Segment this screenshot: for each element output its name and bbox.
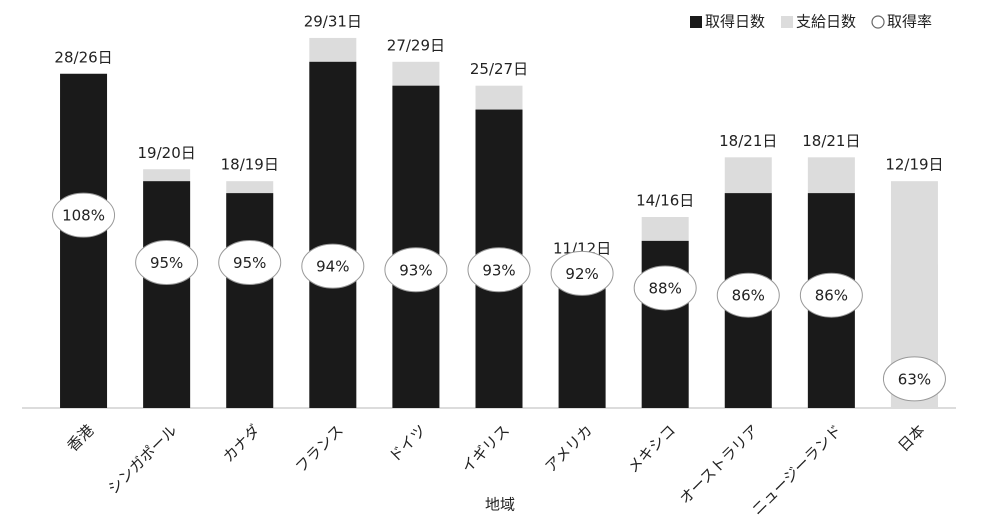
rate-marker	[52, 192, 116, 238]
rate-marker	[882, 356, 946, 402]
rate-label: 86%	[732, 287, 765, 305]
legend-swatch	[781, 16, 794, 28]
rate-label: 92%	[565, 265, 598, 283]
bar-label: 11/12日	[553, 239, 611, 257]
rate-marker	[633, 265, 697, 311]
rate-label: 88%	[649, 279, 682, 297]
bar-label: 28/26日	[54, 48, 112, 66]
legend-label: 支給日数	[796, 13, 856, 31]
bar-label: 18/21日	[719, 132, 777, 150]
rate-label: 93%	[399, 261, 432, 279]
bar-acquired	[60, 73, 108, 408]
rate-marker	[799, 272, 863, 318]
x-tick-label: 香港	[64, 421, 98, 455]
x-tick-label: イギリス	[458, 421, 513, 476]
rate-label: 93%	[482, 261, 515, 279]
x-tick-label: ニュージーランド	[748, 421, 845, 518]
bar-acquired	[558, 276, 606, 408]
bar-acquired	[143, 181, 191, 408]
x-tick-label: メキシコ	[624, 421, 679, 476]
bar-acquired	[226, 193, 274, 408]
rate-marker	[550, 250, 614, 296]
rate-label: 95%	[233, 254, 266, 272]
bar-label: 14/16日	[636, 192, 694, 210]
legend-swatch	[690, 16, 702, 28]
rate-marker	[218, 239, 282, 285]
rate-label: 94%	[316, 258, 349, 276]
rate-marker	[384, 247, 448, 293]
x-tick-label: アメリカ	[541, 421, 596, 476]
bar-label: 12/19日	[885, 156, 943, 174]
legend-label: 取得率	[887, 13, 932, 31]
bar-acquired	[392, 85, 440, 408]
bar-label: 18/19日	[221, 156, 279, 174]
legend-label: 取得日数	[705, 13, 765, 31]
x-tick-label: 日本	[895, 421, 929, 455]
bar-label: 25/27日	[470, 60, 528, 78]
bar-acquired	[309, 61, 357, 408]
x-tick-label: オーストラリア	[676, 421, 762, 507]
bar-label: 18/21日	[802, 132, 860, 150]
x-tick-label: フランス	[292, 421, 347, 476]
legend-swatch	[871, 15, 885, 29]
rate-label: 63%	[898, 370, 931, 388]
rate-marker	[467, 247, 531, 293]
rate-label: 95%	[150, 254, 183, 272]
rate-label: 86%	[815, 287, 848, 305]
rate-marker	[301, 243, 365, 289]
x-tick-label: ドイツ	[385, 421, 430, 466]
x-axis-label: 地域	[485, 496, 515, 514]
x-tick-label: カナダ	[219, 421, 264, 466]
rate-marker	[716, 272, 780, 318]
bar-label: 29/31日	[304, 12, 362, 30]
rate-marker	[135, 239, 199, 285]
bar-label: 27/29日	[387, 36, 445, 54]
x-tick-label: シンガポール	[104, 421, 180, 497]
rate-label: 108%	[62, 207, 105, 225]
bar-label: 19/20日	[138, 144, 196, 162]
